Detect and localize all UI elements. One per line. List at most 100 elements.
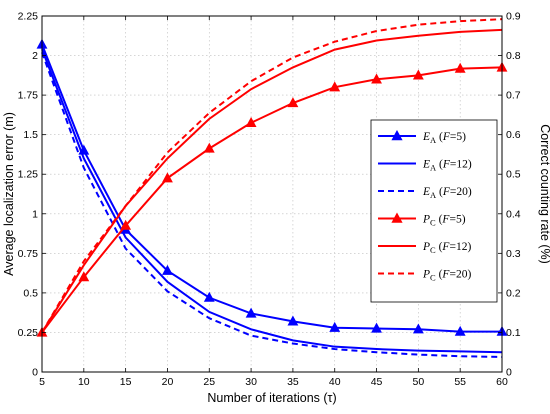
legend-label-part: ( <box>436 159 443 171</box>
legend-label-part: ( <box>436 241 443 253</box>
x-tick-label: 60 <box>496 376 508 388</box>
legend-label-part: ( <box>436 214 443 226</box>
legend-label-part: =12) <box>450 159 472 171</box>
legend-box <box>370 119 498 303</box>
y-left-tick-label: 0.5 <box>23 287 38 299</box>
y-left-tick-label: 0.75 <box>18 248 39 260</box>
x-tick-label: 55 <box>454 376 466 388</box>
data-point-3 <box>371 73 382 84</box>
data-point-3 <box>329 81 341 92</box>
legend-label-part: ( <box>436 269 443 281</box>
data-point-0 <box>162 264 173 275</box>
y-right-tick-label: 0.9 <box>506 11 521 23</box>
data-point-3 <box>162 172 173 183</box>
y-right-tick-label: 0.1 <box>506 327 521 339</box>
plot-frame <box>41 15 503 373</box>
legend-label-part: P <box>422 241 430 253</box>
legend-label-part: A <box>430 190 437 200</box>
y-left-tick-label: 1 <box>32 208 38 220</box>
data-point-3 <box>203 142 215 153</box>
legend-label-part: C <box>430 273 436 283</box>
y-right-tick-label: 0.4 <box>506 208 521 220</box>
data-point-0 <box>412 323 424 334</box>
y-right-tick-label: 0.7 <box>506 90 521 102</box>
legend-label-part: F <box>442 131 451 143</box>
legend-label-part: F <box>441 269 450 281</box>
y-left-tick-label: 1.5 <box>23 129 38 141</box>
legend-label-part: F <box>442 159 451 171</box>
y-left-tick-label: 1.75 <box>18 90 39 102</box>
x-tick-label: 15 <box>120 376 132 388</box>
data-point-3 <box>412 69 424 80</box>
y-left-tick-label: 2.25 <box>18 11 39 23</box>
legend-label-part: E <box>422 131 430 143</box>
legend-label-part: =5) <box>449 214 465 226</box>
data-point-0 <box>329 321 341 332</box>
legend-marker-0 <box>391 129 403 141</box>
legend-label-3: PC (F=5) <box>422 214 466 228</box>
x-tick-label: 10 <box>78 376 90 388</box>
legend-label-part: P <box>422 269 430 281</box>
x-tick-label: 35 <box>287 376 299 388</box>
legend-label-part: ( <box>436 186 443 198</box>
legend-label-5: PC (F=20) <box>422 269 471 283</box>
y-right-tick-label: 0.2 <box>506 287 521 299</box>
legend-label-part: F <box>442 186 451 198</box>
x-tick-label: 25 <box>203 376 215 388</box>
legend-label-2: EA (F=20) <box>422 186 472 200</box>
x-tick-label: 45 <box>371 376 383 388</box>
legend-label-0: EA (F=5) <box>422 131 466 145</box>
legend-label-part: =20) <box>450 186 472 198</box>
y-right-tick-label: 0.5 <box>506 169 521 181</box>
data-point-0 <box>203 291 215 302</box>
x-axis-label: Number of iterations (τ) <box>207 391 336 405</box>
legend: EA (F=5)EA (F=12)EA (F=20)PC (F=5)PC (F=… <box>370 119 498 303</box>
legend-label-part: A <box>430 135 437 145</box>
legend-label-part: =5) <box>450 131 466 143</box>
legend-label-part: ( <box>436 131 443 143</box>
legend-label-4: PC (F=12) <box>422 241 471 255</box>
y-left-tick-label: 2 <box>32 50 38 62</box>
series-line-1 <box>41 48 503 354</box>
series-layer <box>36 18 508 358</box>
y-left-tick-label: 1.25 <box>18 169 39 181</box>
legend-label-part: A <box>430 163 437 173</box>
x-tick-label: 40 <box>329 376 341 388</box>
x-tick-label: 20 <box>162 376 174 388</box>
data-point-3 <box>120 219 132 230</box>
data-point-3 <box>78 271 90 282</box>
data-point-3 <box>454 62 466 73</box>
series-line-5 <box>41 18 503 333</box>
legend-label-part: C <box>430 218 436 228</box>
y-axis-left-label: Average localization error (m) <box>2 112 16 276</box>
legend-label-part: =12) <box>449 241 471 253</box>
legend-label-1: EA (F=12) <box>422 159 472 173</box>
legend-label-part: F <box>441 241 450 253</box>
data-point-0 <box>287 315 299 326</box>
y-right-tick-label: 0.3 <box>506 248 521 260</box>
data-point-3 <box>245 116 257 127</box>
y-left-tick-label: 0.25 <box>18 327 39 339</box>
y-right-tick-label: 0.6 <box>506 129 521 141</box>
data-point-0 <box>245 307 257 318</box>
ticks: 5 10 15 20 25 30 35 40 45 50 55 6000.250.50.7511.25… <box>18 11 521 389</box>
legend-marker-3 <box>391 212 403 223</box>
data-point-0 <box>454 325 466 336</box>
legend-label-part: C <box>430 245 436 255</box>
legend-label-part: P <box>422 214 430 226</box>
y-right-tick-label: 0 <box>506 367 512 379</box>
series-line-4 <box>41 28 503 333</box>
data-point-0 <box>371 322 382 333</box>
legend-label-part: E <box>422 186 430 198</box>
series-line-3 <box>41 66 503 334</box>
x-tick-label: 30 <box>245 376 257 388</box>
series-line-2 <box>41 52 503 358</box>
y-right-tick-label: 0.8 <box>506 50 521 62</box>
y-left-tick-label: 0 <box>32 367 38 379</box>
y-axis-right-label: Correct counting rate (%) <box>538 124 550 264</box>
legend-label-part: F <box>441 214 450 226</box>
x-tick-label: 50 <box>413 376 425 388</box>
data-point-3 <box>287 97 299 108</box>
legend-label-part: =20) <box>449 269 471 281</box>
